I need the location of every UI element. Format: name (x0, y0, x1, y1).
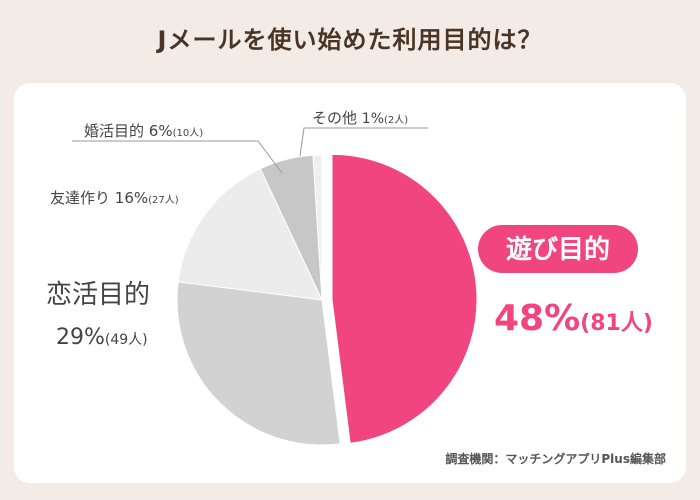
highlight-badge (478, 225, 638, 273)
slice-count-3: (10人) (173, 127, 204, 139)
slice-count-0: (81人) (580, 311, 653, 336)
slice-pct-1: 29% (56, 325, 105, 350)
pie-slice-2 (177, 168, 323, 301)
slice-annotation-2: 友達作り 16%(27人) (50, 189, 179, 207)
slice-annotation-4: その他 1%(2人) (312, 109, 408, 127)
slice-label-2: 友達作り (50, 189, 115, 207)
pie-slice-1 (176, 281, 341, 446)
slice-label-3: 婚活目的 (84, 122, 149, 140)
slice-value-0: 48%(81人) (494, 298, 653, 339)
slice-value-1: 29%(49人) (56, 325, 148, 350)
source-note: 調査機関：マッチングアプリPlus編集部 (445, 451, 666, 466)
slice-count-4: (2人) (384, 114, 408, 126)
slice-annotation-3: 婚活目的 6%(10人) (84, 122, 203, 140)
pie-slice-0 (331, 153, 478, 444)
slice-count-2: (27人) (148, 194, 179, 206)
slice-pct-2: 16% (115, 189, 148, 207)
slice-label-4: その他 (312, 109, 362, 127)
leader-line-3 (72, 140, 283, 174)
slice-label-1: 恋活目的 (46, 280, 150, 310)
slice-count-1: (49人) (105, 332, 148, 348)
slice-pct-4: 1% (362, 111, 384, 127)
slice-pct-0: 48% (494, 298, 580, 339)
slice-label-0: 遊び目的 (506, 234, 610, 265)
chart-title: Jメールを使い始めた利用目的は？ (157, 26, 543, 54)
leader-line-4 (299, 127, 428, 157)
slice-pct-3: 6% (149, 122, 173, 140)
